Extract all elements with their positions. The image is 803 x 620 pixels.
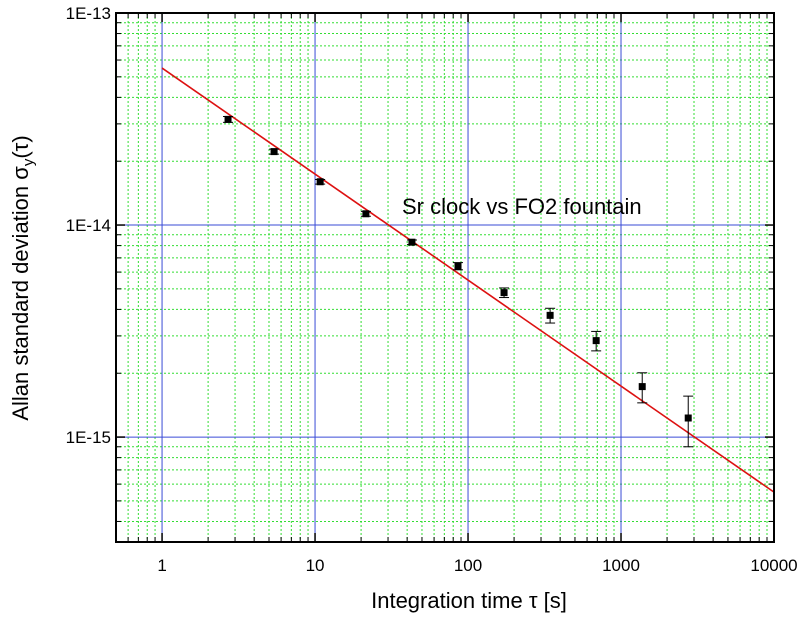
point-marker [592,337,600,345]
point-marker [224,115,232,123]
fit-line-group [161,67,775,493]
point-marker [454,262,462,270]
fit-line [161,67,775,493]
data-point [637,372,648,404]
data-point [683,395,694,448]
point-marker [408,238,416,246]
data-point [406,238,417,246]
y-tick-label: 1E-14 [66,216,111,235]
data-point [545,307,556,324]
y-tick-label: 1E-13 [66,4,111,23]
point-marker [546,311,554,319]
x-tick-label: 1 [157,556,166,575]
x-tick-label: 1000 [602,556,640,575]
point-marker [684,414,692,422]
point-marker [500,289,508,297]
data-point [315,178,326,186]
data-point [499,287,510,299]
axis-ticks [115,13,775,542]
data-point [453,262,464,271]
x-axis-title: Integration time τ [s] [371,588,567,613]
plot-frame [115,12,775,543]
y-axis-title-main: Allan standard deviation σ [8,166,33,421]
data-points [223,115,694,448]
data-point [591,330,602,352]
minor-grid [115,13,774,542]
x-tick-label: 10 [306,556,325,575]
data-point [223,115,234,123]
y-axis-title: Allan standard deviation σy(τ) [8,135,37,420]
point-marker [316,178,324,186]
y-tick-labels: 1E-15 1E-14 1E-13 [66,4,111,447]
x-tick-label: 10000 [750,556,797,575]
major-grid [116,13,774,542]
x-tick-labels: 1 10 100 1000 10000 [157,556,797,575]
y-axis-title-sub: y [20,158,37,166]
point-marker [270,148,278,156]
chart-annotation: Sr clock vs FO2 fountain [402,194,642,219]
point-marker [362,210,370,218]
x-tick-label: 100 [454,556,482,575]
y-tick-label: 1E-15 [66,428,111,447]
data-point [360,210,371,218]
y-axis-title-tail: (τ) [8,135,33,158]
data-point [269,148,280,156]
point-marker [638,383,646,391]
